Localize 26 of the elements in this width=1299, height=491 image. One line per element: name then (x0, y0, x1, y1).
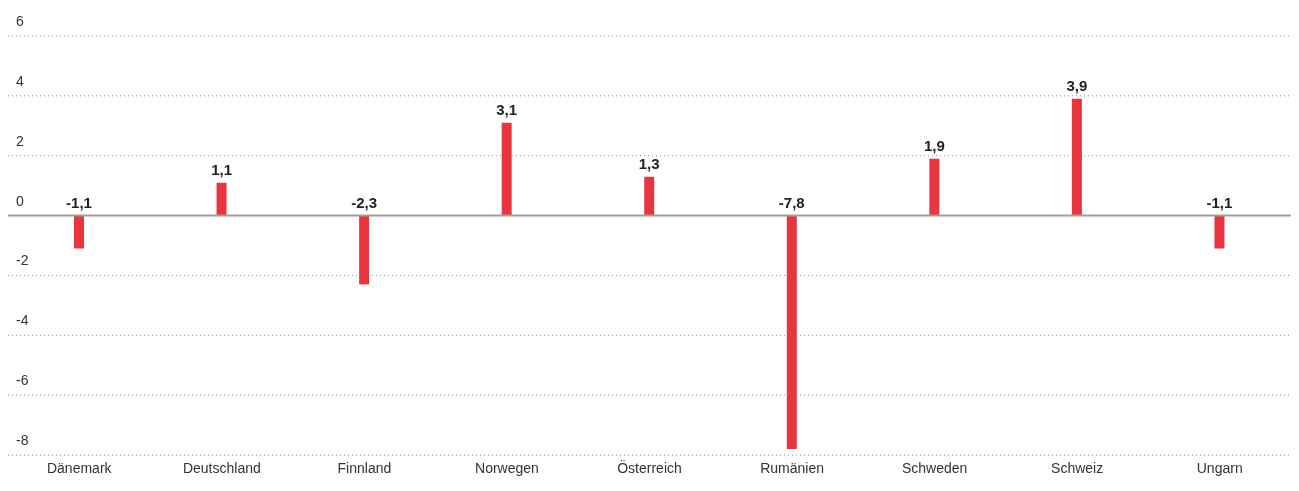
data-label: 3,9 (1066, 76, 1088, 94)
y-tick-label: -6 (16, 372, 29, 389)
y-tick-label: 2 (16, 132, 24, 149)
x-tick-label: Deutschland (182, 459, 261, 476)
y-tick-label: 4 (16, 72, 24, 89)
data-label: 1,1 (211, 160, 232, 178)
data-label: -2,3 (351, 193, 378, 211)
data-label: 3,1 (496, 100, 518, 118)
y-tick-label: 0 (16, 192, 24, 209)
x-tick-label: Dänemark (46, 459, 113, 476)
data-label: -1,1 (66, 193, 92, 211)
y-tick-label: -8 (16, 432, 29, 448)
data-label: -1,1 (1206, 193, 1233, 211)
data-label: -7,8 (778, 193, 805, 211)
x-tick-label: Norwegen (475, 459, 539, 476)
x-tick-label: Schweiz (1051, 459, 1104, 476)
y-tick-label: -2 (16, 252, 29, 269)
y-tick-label: -4 (16, 312, 29, 329)
x-tick-label: Rumänien (760, 459, 824, 476)
x-tick-label: Ungarn (1196, 459, 1243, 476)
data-label: 1,9 (923, 136, 945, 154)
x-tick-label: Finnland (337, 459, 392, 476)
y-tick-label: 6 (16, 13, 24, 29)
x-tick-label: Österreich (617, 458, 682, 476)
data-label: 1,3 (638, 154, 660, 172)
x-tick-label: Schweden (901, 459, 968, 476)
